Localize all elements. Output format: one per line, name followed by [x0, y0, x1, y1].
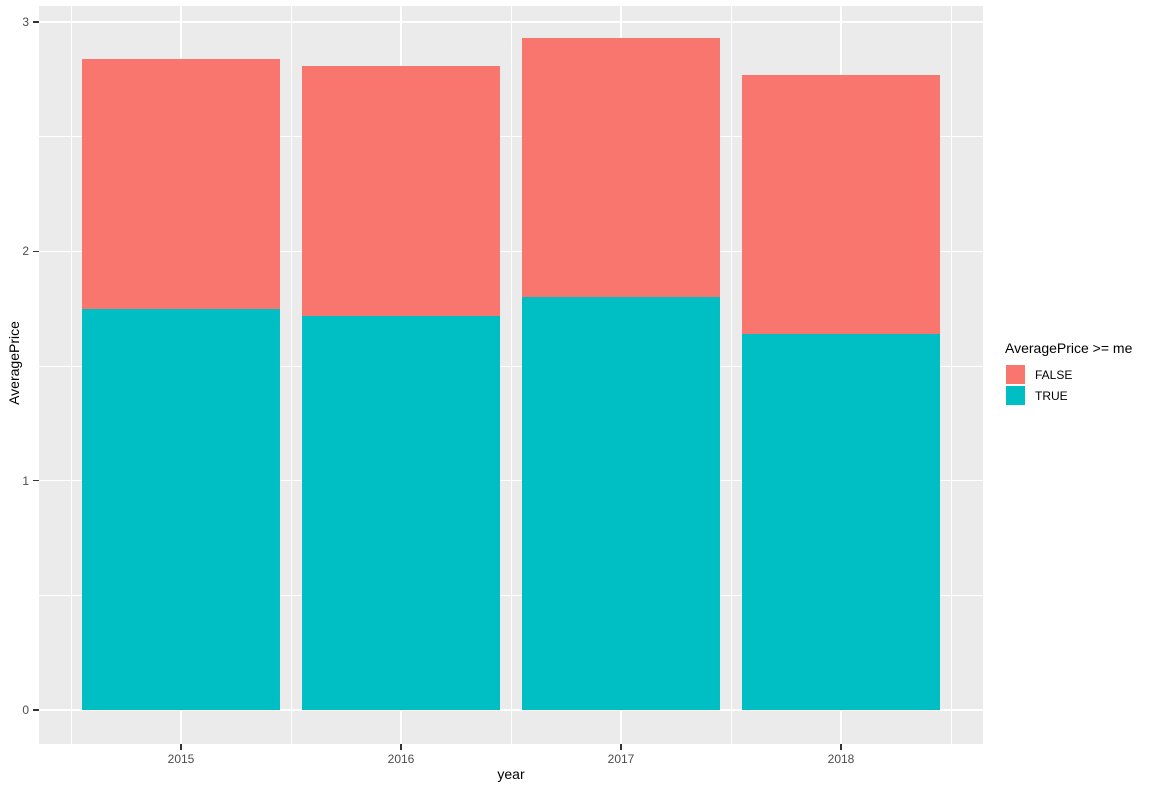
x-axis-title: year [497, 766, 525, 782]
gridline-minor-vertical [510, 6, 512, 744]
legend-entry-true: TRUE [1005, 386, 1132, 405]
legend-entries: FALSE TRUE [1005, 365, 1132, 405]
y-tick-mark [33, 709, 39, 711]
x-tick-mark [400, 744, 402, 750]
x-tick-mark [840, 744, 842, 750]
legend-title: AveragePrice >= me [1005, 340, 1133, 356]
bar-segment-2016-true [302, 315, 500, 710]
bar-segment-2016-false [302, 65, 500, 316]
x-tick-mark [180, 744, 182, 750]
gridline-minor-vertical [70, 6, 72, 744]
gridline-minor-vertical [950, 6, 952, 744]
legend-label: FALSE [1035, 367, 1073, 382]
x-tick-label: 2016 [387, 752, 415, 766]
bar-segment-2015-true [82, 308, 280, 710]
legend-swatch-true [1006, 386, 1025, 405]
gridline-minor-vertical [290, 6, 292, 744]
legend: AveragePrice >= me FALSE TRUE [1005, 340, 1132, 407]
x-tick-label: 2015 [167, 752, 195, 766]
y-tick-mark [33, 21, 39, 23]
bar-segment-2015-false [82, 58, 280, 309]
x-tick-label: 2018 [827, 752, 855, 766]
y-tick-mark [33, 479, 39, 482]
x-tick-mark [620, 744, 622, 750]
y-tick-label: 1 [22, 473, 29, 488]
bar-segment-2017-true [522, 297, 720, 710]
gridline-minor-vertical [730, 6, 732, 744]
y-tick-mark [33, 250, 39, 253]
legend-swatch-false [1006, 365, 1025, 384]
legend-entry-false: FALSE [1005, 365, 1132, 384]
y-tick-label: 3 [22, 15, 29, 29]
bar-segment-2018-false [742, 74, 940, 334]
plot-panel [39, 6, 983, 744]
bar-segment-2017-false [522, 38, 720, 298]
x-tick-label: 2017 [607, 752, 635, 766]
bar-segment-2018-true [742, 333, 940, 710]
legend-label: TRUE [1035, 388, 1068, 403]
y-tick-label: 0 [22, 703, 29, 717]
y-axis-title: AveragePrice [6, 321, 22, 405]
y-tick-label: 2 [22, 244, 29, 259]
